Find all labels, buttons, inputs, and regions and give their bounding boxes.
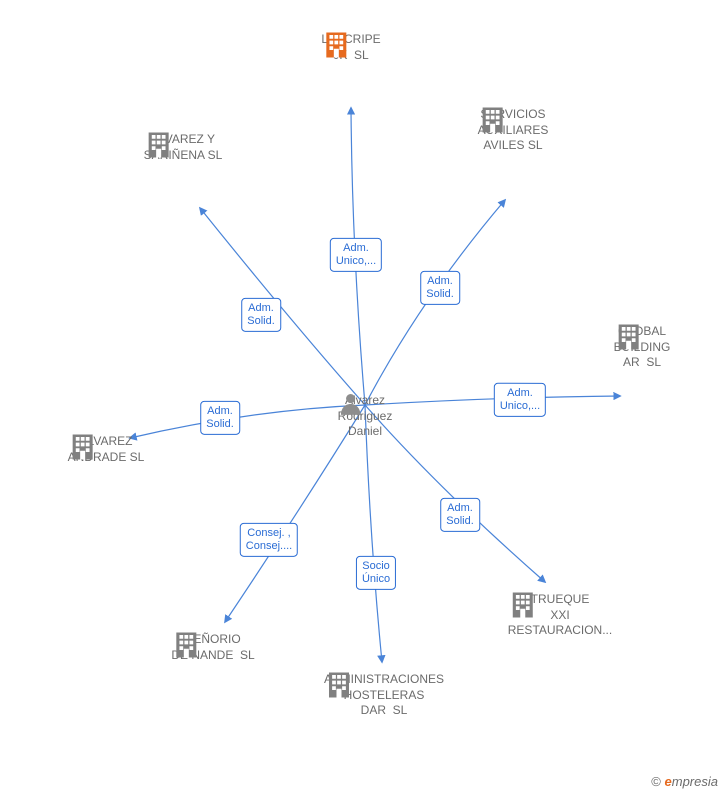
edge-to-andrade [130,405,365,438]
company-node-admin: ADMINISTRACIONES HOSTELERAS DAR SL [324,670,444,719]
brand-logo: empresia [665,774,718,789]
edge-label-andrade: Adm. Solid. [200,401,240,435]
edge-label-servicios: Adm. Solid. [420,271,460,305]
company-node-global: GLOBAL BUILDING AR SL [614,322,671,371]
building-icon [614,322,644,352]
building-icon [321,30,351,60]
footer-credit: © empresia [651,774,718,789]
edge-label-admin: Socio Único [356,556,396,590]
building-icon [68,432,98,462]
building-icon [144,130,174,160]
company-node-servicios: SERVICIOS AUXILIARES AVILES SL [478,105,549,154]
company-node-trueque: TRUEQUE XXI RESTAURACION... [508,590,612,639]
edge-label-senorio: Consej. , Consej.... [240,523,298,557]
edge-label-alvarezy: Adm. Solid. [241,298,281,332]
company-node-andrade: ALVAREZ ANDRADE SL [68,432,145,465]
building-icon [478,105,508,135]
building-icon [508,590,538,620]
company-node-alvarezy: ALVAREZ Y SARIÑENA SL [144,130,223,163]
edge-to-global [365,396,620,405]
center-person-node: Alvarez Rodriguez Daniel [338,391,393,440]
diagram-canvas: Alvarez Rodriguez Daniel LAXCRIPE JK SL S… [0,0,728,795]
edge-to-admin [365,405,382,662]
company-node-senorio: SEÑORIO DE NANDE SL [171,630,254,663]
building-icon [324,670,354,700]
person-icon [338,391,364,417]
copyright-symbol: © [651,774,661,789]
company-node-laxcripe: LAXCRIPE JK SL [321,30,380,63]
edge-label-trueque: Adm. Solid. [440,498,480,532]
building-icon [171,630,201,660]
edge-label-global: Adm. Unico,... [494,383,546,417]
edge-label-laxcripe: Adm. Unico,... [330,238,382,272]
